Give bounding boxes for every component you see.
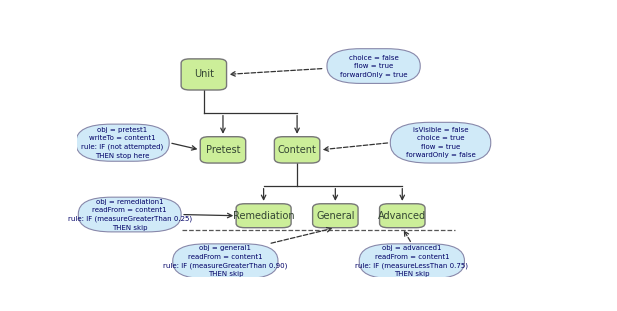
Text: obj = advanced1
readFrom = content1
rule: IF (measureLessThan 0.75)
THEN skip: obj = advanced1 readFrom = content1 rule… (355, 245, 468, 277)
FancyBboxPatch shape (76, 124, 169, 161)
Text: obj = remediation1
readFrom = content1
rule: IF (measureGreaterThan 0.25)
THEN s: obj = remediation1 readFrom = content1 r… (68, 198, 192, 230)
Text: obj = pretest1
writeTo = content1
rule: IF (not attempted)
THEN stop here: obj = pretest1 writeTo = content1 rule: … (81, 127, 164, 159)
Text: Content: Content (278, 145, 317, 155)
Text: General: General (316, 211, 355, 221)
FancyBboxPatch shape (313, 204, 358, 228)
FancyBboxPatch shape (173, 244, 278, 279)
Text: Pretest: Pretest (205, 145, 240, 155)
FancyBboxPatch shape (359, 244, 465, 279)
FancyBboxPatch shape (181, 59, 226, 90)
Text: Unit: Unit (194, 69, 214, 79)
FancyBboxPatch shape (379, 204, 425, 228)
FancyBboxPatch shape (327, 49, 420, 83)
Text: isVisible = false
choice = true
flow = true
forwardOnly = false: isVisible = false choice = true flow = t… (405, 127, 476, 158)
Text: choice = false
flow = true
forwardOnly = true: choice = false flow = true forwardOnly =… (340, 54, 407, 77)
Text: Advanced: Advanced (378, 211, 426, 221)
FancyBboxPatch shape (391, 122, 491, 163)
FancyBboxPatch shape (78, 197, 181, 232)
FancyBboxPatch shape (201, 137, 246, 163)
Text: Remediation: Remediation (233, 211, 294, 221)
Text: obj = general1
readFrom = content1
rule: IF (measureGreaterThan 0.90)
THEN skip: obj = general1 readFrom = content1 rule:… (163, 245, 288, 277)
FancyBboxPatch shape (236, 204, 291, 228)
FancyBboxPatch shape (275, 137, 320, 163)
